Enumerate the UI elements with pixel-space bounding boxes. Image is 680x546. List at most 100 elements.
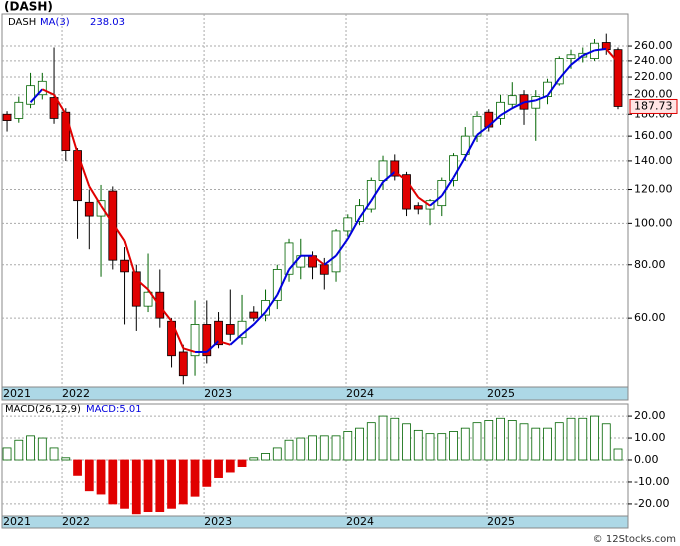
candle-body — [507, 95, 517, 105]
macd-bar — [214, 459, 223, 478]
legend-ma-value: 238.03 — [90, 17, 125, 28]
macd-bar — [261, 453, 270, 461]
macd-bar — [84, 459, 94, 492]
ma-line — [76, 152, 91, 187]
macd-y-tick-label: 10.00 — [634, 431, 666, 444]
y-tick-label: 60.00 — [634, 311, 666, 324]
macd-y-tick-label: 0.00 — [634, 453, 659, 466]
macd-y-tick-label: -20.00 — [634, 497, 669, 510]
macd-bar — [37, 437, 47, 461]
candle-body — [390, 160, 400, 177]
macd-x-tick-label: 2023 — [204, 515, 232, 528]
macd-bar — [249, 457, 259, 461]
ma-line — [476, 125, 490, 136]
macd-bar — [202, 459, 212, 487]
ma-line — [523, 99, 536, 104]
macd-bar — [413, 429, 423, 461]
candle-body — [566, 54, 576, 59]
y-tick-label: 160.00 — [634, 129, 673, 142]
macd-bar — [284, 439, 294, 461]
y-tick-label: 120.00 — [634, 183, 673, 196]
x-axis-band — [1, 386, 629, 401]
ma-line — [100, 205, 114, 224]
ma-line — [41, 88, 55, 96]
ma-line — [346, 217, 361, 240]
ma-line — [159, 305, 173, 322]
ma-line — [605, 48, 619, 64]
candle-body — [496, 101, 505, 119]
ma-line — [546, 78, 561, 97]
ma-line — [288, 255, 302, 271]
macd-y-tick-label: -10.00 — [634, 475, 669, 488]
ma-line — [464, 134, 478, 158]
candle-body — [449, 155, 458, 181]
macd-bar — [2, 447, 12, 461]
ma-line — [452, 156, 467, 179]
macd-bar — [578, 417, 588, 461]
candle-body — [214, 320, 223, 346]
candle-body — [319, 264, 329, 275]
ma-line — [229, 333, 243, 346]
ma-line — [88, 185, 102, 207]
y-tick-label: 140.00 — [634, 154, 673, 167]
last-price-box — [629, 98, 678, 114]
x-tick-label: 2021 — [3, 387, 31, 400]
ma-line — [370, 181, 384, 202]
macd-bar — [355, 427, 364, 461]
candle-body — [26, 85, 35, 105]
candle-body — [531, 96, 541, 109]
ma-line — [488, 114, 502, 127]
macd-bar — [366, 422, 376, 461]
macd-bar — [472, 422, 482, 461]
footer: © 12Stocks.com — [593, 534, 676, 545]
legend-ticker: DASH — [8, 17, 36, 28]
macd-bar — [554, 422, 564, 461]
ma-line — [335, 238, 349, 257]
macd-bar — [296, 437, 306, 461]
y-tick-label: 260.00 — [634, 39, 673, 52]
candle-body — [343, 217, 353, 232]
candle-body — [225, 324, 235, 335]
ma-line — [147, 288, 161, 307]
macd-legend-name: MACD(26,12,9) — [5, 404, 81, 415]
ma-line — [170, 320, 185, 349]
macd-bar — [613, 448, 623, 461]
candle-body — [120, 259, 129, 273]
macd-x-tick-label: 2024 — [346, 515, 374, 528]
candle-body — [143, 291, 153, 307]
macd-bar — [507, 420, 517, 461]
y-tick-label: 240.00 — [634, 54, 673, 67]
macd-bar — [402, 423, 411, 461]
macd-bar — [425, 433, 435, 461]
macd-x-tick-label: 2025 — [487, 515, 515, 528]
candle-body — [37, 80, 47, 96]
macd-x-tick-label: 2022 — [62, 515, 90, 528]
x-tick-label: 2023 — [204, 387, 232, 400]
ma-line — [535, 94, 548, 102]
candle-body — [96, 200, 106, 217]
ma-line — [53, 94, 67, 115]
candle-body — [378, 160, 388, 181]
candle-body — [437, 180, 447, 207]
x-tick-label: 2025 — [487, 387, 515, 400]
ma-line — [358, 200, 373, 219]
ma-line — [429, 195, 443, 207]
ma-line — [64, 113, 79, 154]
ma-line — [311, 254, 325, 266]
ma-line — [276, 269, 290, 296]
candle-body — [190, 324, 200, 357]
ma-line — [135, 278, 149, 291]
macd-bar — [319, 435, 329, 461]
macd-bar — [131, 459, 141, 515]
macd-bar — [378, 415, 388, 461]
ma-line — [405, 179, 420, 198]
ma-line — [558, 64, 572, 80]
y-tick-label: 100.00 — [634, 216, 673, 229]
macd-bar — [460, 427, 470, 461]
ma-line — [323, 254, 337, 266]
ma-line — [582, 49, 595, 57]
macd-bar — [484, 420, 494, 461]
candle-body — [554, 58, 564, 85]
macd-legend-value: MACD:5.01 — [86, 404, 142, 415]
ma-line — [111, 222, 126, 242]
